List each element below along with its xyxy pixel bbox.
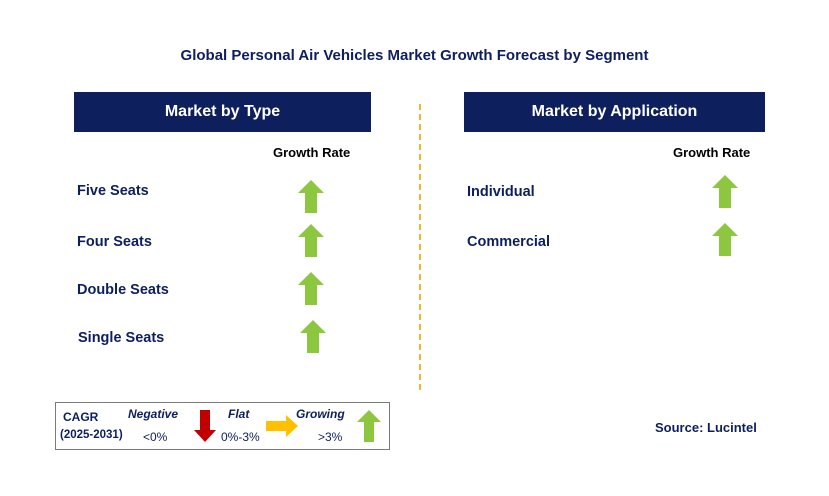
up-arrow-icon [298, 224, 324, 257]
left-growth-rate-label: Growth Rate [273, 145, 351, 160]
down-arrow-icon [194, 410, 216, 442]
row-label-four-seats: Four Seats [77, 234, 152, 250]
right-arrow-icon [266, 415, 298, 437]
up-arrow-icon [357, 410, 381, 442]
up-arrow-icon [712, 223, 738, 256]
market-by-application-header: Market by Application [464, 92, 765, 132]
up-arrow-icon [712, 175, 738, 208]
source-note: Source: Lucintel [655, 420, 757, 435]
row-label-double-seats: Double Seats [77, 282, 169, 298]
row-label-commercial: Commercial [467, 234, 551, 250]
legend-cagr-label: CAGR [63, 410, 99, 424]
legend-flat-label: Flat [228, 407, 250, 421]
legend-growing-range: >3% [318, 430, 343, 444]
up-arrow-icon [298, 272, 324, 305]
legend-period: (2025-2031) [60, 429, 123, 441]
row-label-five-seats: Five Seats [77, 183, 149, 199]
legend-flat-range: 0%-3% [221, 430, 260, 444]
right-growth-rate-label: Growth Rate [673, 145, 751, 160]
market-by-type-header: Market by Type [74, 92, 371, 132]
page-title: Global Personal Air Vehicles Market Grow… [180, 47, 649, 64]
legend-negative-label: Negative [128, 407, 179, 421]
cagr-legend: CAGR (2025-2031) Negative <0% Flat 0%-3%… [55, 402, 390, 450]
panel-divider [419, 104, 421, 390]
legend-negative-range: <0% [143, 430, 168, 444]
row-label-individual: Individual [467, 184, 535, 200]
legend-growing-label: Growing [296, 407, 345, 421]
up-arrow-icon [298, 180, 324, 213]
up-arrow-icon [300, 320, 326, 353]
row-label-single-seats: Single Seats [78, 330, 165, 346]
